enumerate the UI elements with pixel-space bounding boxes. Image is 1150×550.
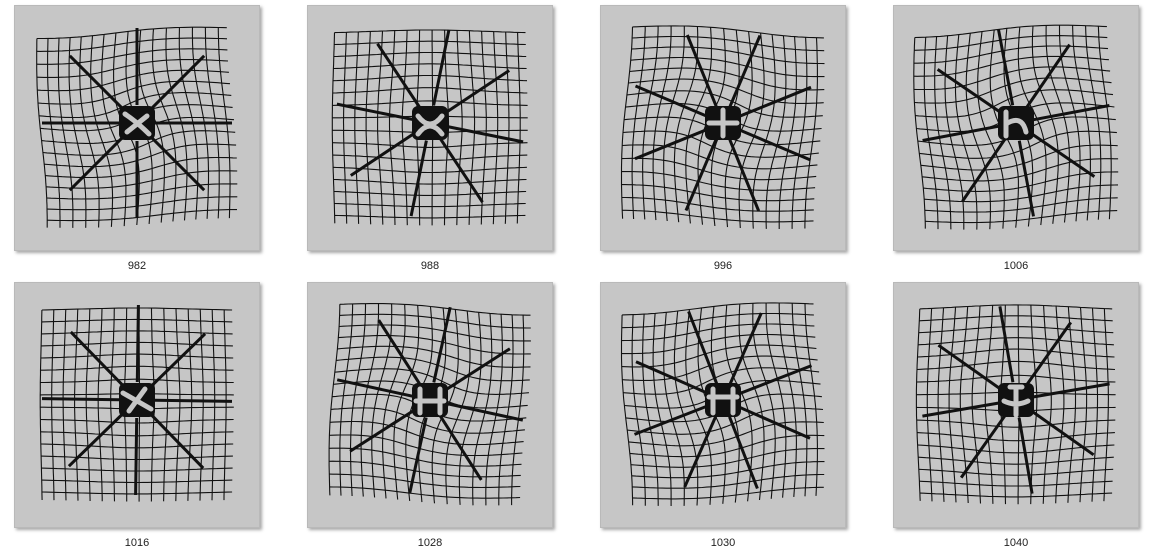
distorted-grid-artwork-icon (36, 26, 238, 228)
thumbnail-item[interactable]: 996 (600, 5, 846, 272)
thumbnail-image[interactable] (893, 5, 1139, 251)
thumbnail-caption: 1028 (417, 537, 443, 549)
thumbnail-image[interactable] (307, 5, 553, 251)
distorted-grid-artwork-icon (620, 25, 825, 229)
distorted-grid-artwork-icon (331, 29, 528, 226)
thumbnail-image[interactable] (14, 5, 260, 251)
thumbnail-caption: 988 (420, 260, 440, 272)
thumbnail-caption: 1030 (710, 537, 736, 549)
thumbnail-item[interactable]: 1030 (600, 282, 846, 549)
thumbnail-caption: 1040 (1003, 537, 1029, 549)
thumbnail-caption: 996 (713, 260, 733, 272)
thumbnail-item[interactable]: 1016 (14, 282, 260, 549)
thumbnail-image[interactable] (893, 282, 1139, 528)
thumbnail-caption: 1016 (124, 537, 150, 549)
thumbnail-item[interactable]: 1040 (893, 282, 1139, 549)
thumbnail-image[interactable] (14, 282, 260, 528)
thumbnail-item[interactable]: 1006 (893, 5, 1139, 272)
thumbnail-caption: 1006 (1003, 260, 1029, 272)
distorted-grid-artwork-icon (913, 24, 1119, 230)
thumbnail-item[interactable]: 1028 (307, 282, 553, 549)
thumbnail-item[interactable]: 982 (14, 5, 260, 272)
distorted-grid-artwork-icon (328, 303, 531, 506)
thumbnail-image[interactable] (307, 282, 553, 528)
distorted-grid-artwork-icon (39, 304, 234, 502)
thumbnail-item[interactable]: 988 (307, 5, 553, 272)
distorted-grid-artwork-icon (915, 304, 1116, 505)
thumbnail-caption: 982 (127, 260, 147, 272)
thumbnail-image[interactable] (600, 282, 846, 528)
distorted-grid-artwork-icon (620, 302, 825, 506)
thumbnail-image[interactable] (600, 5, 846, 251)
